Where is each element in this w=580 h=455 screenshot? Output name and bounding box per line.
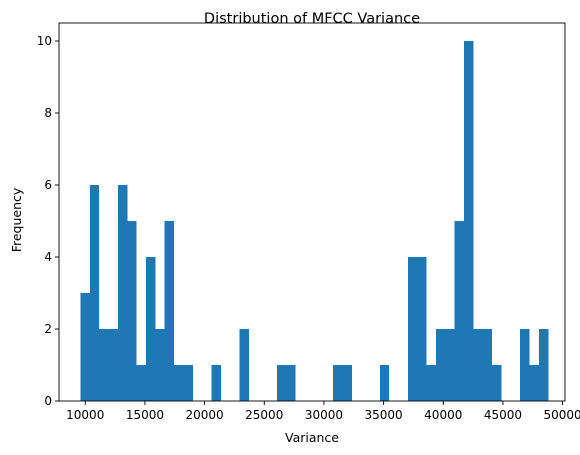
y-tick-label: 6: [44, 178, 52, 192]
plot-frame: [58, 22, 566, 402]
chart-title: Distribution of MFCC Variance: [204, 11, 420, 27]
histogram-bar: [426, 365, 437, 401]
x-tick-label: 25000: [245, 408, 283, 422]
histogram-bar: [89, 185, 100, 401]
histogram-bar: [155, 329, 165, 401]
x-tick-label: 50000: [544, 408, 580, 422]
histogram-bar: [108, 329, 118, 401]
x-tick-label: 45000: [484, 408, 522, 422]
histogram-bar: [454, 221, 465, 401]
histogram-bar: [239, 329, 249, 401]
histogram-bar: [211, 365, 221, 401]
histogram-bar: [520, 329, 530, 401]
histogram-bar: [127, 221, 137, 401]
histogram-bar: [117, 185, 128, 401]
histogram-bar: [145, 257, 156, 401]
x-axis-ticks: 10000 15000 20000 25000 30000 35000 40000 45000…: [66, 401, 580, 422]
x-tick-label: 30000: [305, 408, 343, 422]
histogram-bar: [164, 221, 175, 401]
histogram-bar: [417, 257, 427, 401]
histogram-bar: [276, 365, 287, 401]
histogram-bar: [183, 365, 193, 401]
histogram-bar: [80, 293, 90, 401]
histogram-bar: [342, 365, 352, 401]
y-tick-label: 8: [44, 106, 52, 120]
histogram-bar: [174, 365, 184, 401]
bars-group: [80, 41, 549, 401]
x-tick-label: 35000: [365, 408, 403, 422]
y-axis-label: Frequency: [9, 187, 24, 252]
histogram-bar: [136, 365, 146, 401]
x-tick-label: 10000: [66, 408, 104, 422]
y-tick-label: 0: [44, 394, 52, 408]
histogram-bar: [492, 365, 502, 401]
histogram-bar: [473, 329, 483, 401]
histogram-bar: [482, 329, 493, 401]
x-axis-label: Variance: [285, 430, 339, 445]
x-tick-label: 20000: [186, 408, 224, 422]
histogram-bar: [333, 365, 343, 401]
y-tick-label: 4: [44, 250, 52, 264]
histogram-bar: [529, 365, 539, 401]
x-tick-label: 40000: [424, 408, 462, 422]
y-tick-label: 10: [37, 34, 52, 48]
histogram-bar: [407, 257, 418, 401]
x-tick-label: 15000: [126, 408, 164, 422]
histogram-bar: [538, 329, 549, 401]
y-axis-ticks: 0 2 4 6 8 10: [37, 34, 59, 408]
histogram-bar: [379, 365, 390, 401]
histogram-bar: [445, 329, 455, 401]
histogram-bar: [286, 365, 296, 401]
histogram-bar: [464, 41, 474, 401]
y-tick-label: 2: [44, 322, 52, 336]
histogram-bar: [99, 329, 109, 401]
histogram-bar: [436, 329, 446, 401]
